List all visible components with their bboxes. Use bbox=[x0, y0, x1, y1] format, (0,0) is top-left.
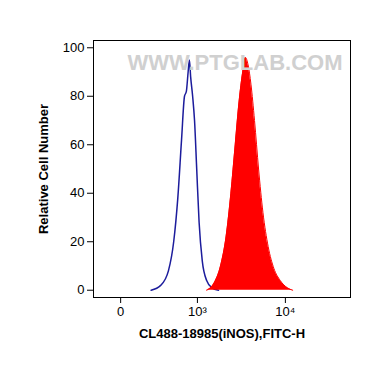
svg-text:100: 100 bbox=[63, 40, 85, 55]
svg-text:WWW.PTGLAB.COM: WWW.PTGLAB.COM bbox=[127, 50, 342, 75]
svg-text:10⁴: 10⁴ bbox=[275, 304, 295, 319]
svg-text:0: 0 bbox=[77, 282, 84, 297]
svg-text:60: 60 bbox=[70, 137, 84, 152]
svg-text:80: 80 bbox=[70, 88, 84, 103]
svg-text:CL488-18985(iNOS),FITC-H: CL488-18985(iNOS),FITC-H bbox=[139, 326, 305, 341]
svg-text:20: 20 bbox=[70, 234, 84, 249]
svg-text:Relative Cell Number: Relative Cell Number bbox=[36, 104, 51, 234]
svg-text:40: 40 bbox=[70, 185, 84, 200]
svg-text:0: 0 bbox=[117, 304, 124, 319]
svg-text:10³: 10³ bbox=[188, 304, 207, 319]
